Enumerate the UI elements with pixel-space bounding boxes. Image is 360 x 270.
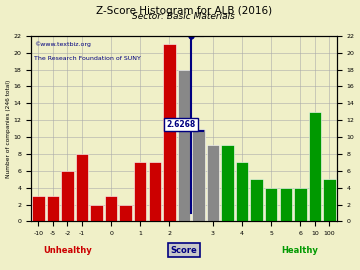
Y-axis label: Number of companies (246 total): Number of companies (246 total): [5, 79, 10, 178]
Bar: [280, 188, 292, 221]
Bar: [149, 162, 161, 221]
Text: The Research Foundation of SUNY: The Research Foundation of SUNY: [34, 56, 141, 61]
Bar: [207, 146, 219, 221]
Bar: [323, 179, 336, 221]
Bar: [163, 44, 176, 221]
Bar: [61, 171, 74, 221]
Bar: [178, 70, 190, 221]
Bar: [309, 112, 321, 221]
Bar: [47, 196, 59, 221]
Bar: [32, 196, 45, 221]
Bar: [192, 129, 204, 221]
Text: Sector: Basic Materials: Sector: Basic Materials: [132, 12, 235, 21]
Bar: [221, 146, 234, 221]
Text: ©www.textbiz.org: ©www.textbiz.org: [34, 41, 91, 47]
Bar: [265, 188, 278, 221]
Bar: [236, 162, 248, 221]
Bar: [294, 188, 306, 221]
Text: Unhealthy: Unhealthy: [43, 246, 92, 255]
Text: Score: Score: [171, 246, 197, 255]
Bar: [251, 179, 263, 221]
Text: Healthy: Healthy: [282, 246, 319, 255]
Bar: [120, 205, 132, 221]
Bar: [134, 162, 147, 221]
Bar: [105, 196, 117, 221]
Text: 2.6268: 2.6268: [166, 120, 195, 129]
Bar: [76, 154, 88, 221]
Title: Z-Score Histogram for ALB (2016): Z-Score Histogram for ALB (2016): [96, 6, 272, 16]
Bar: [90, 205, 103, 221]
